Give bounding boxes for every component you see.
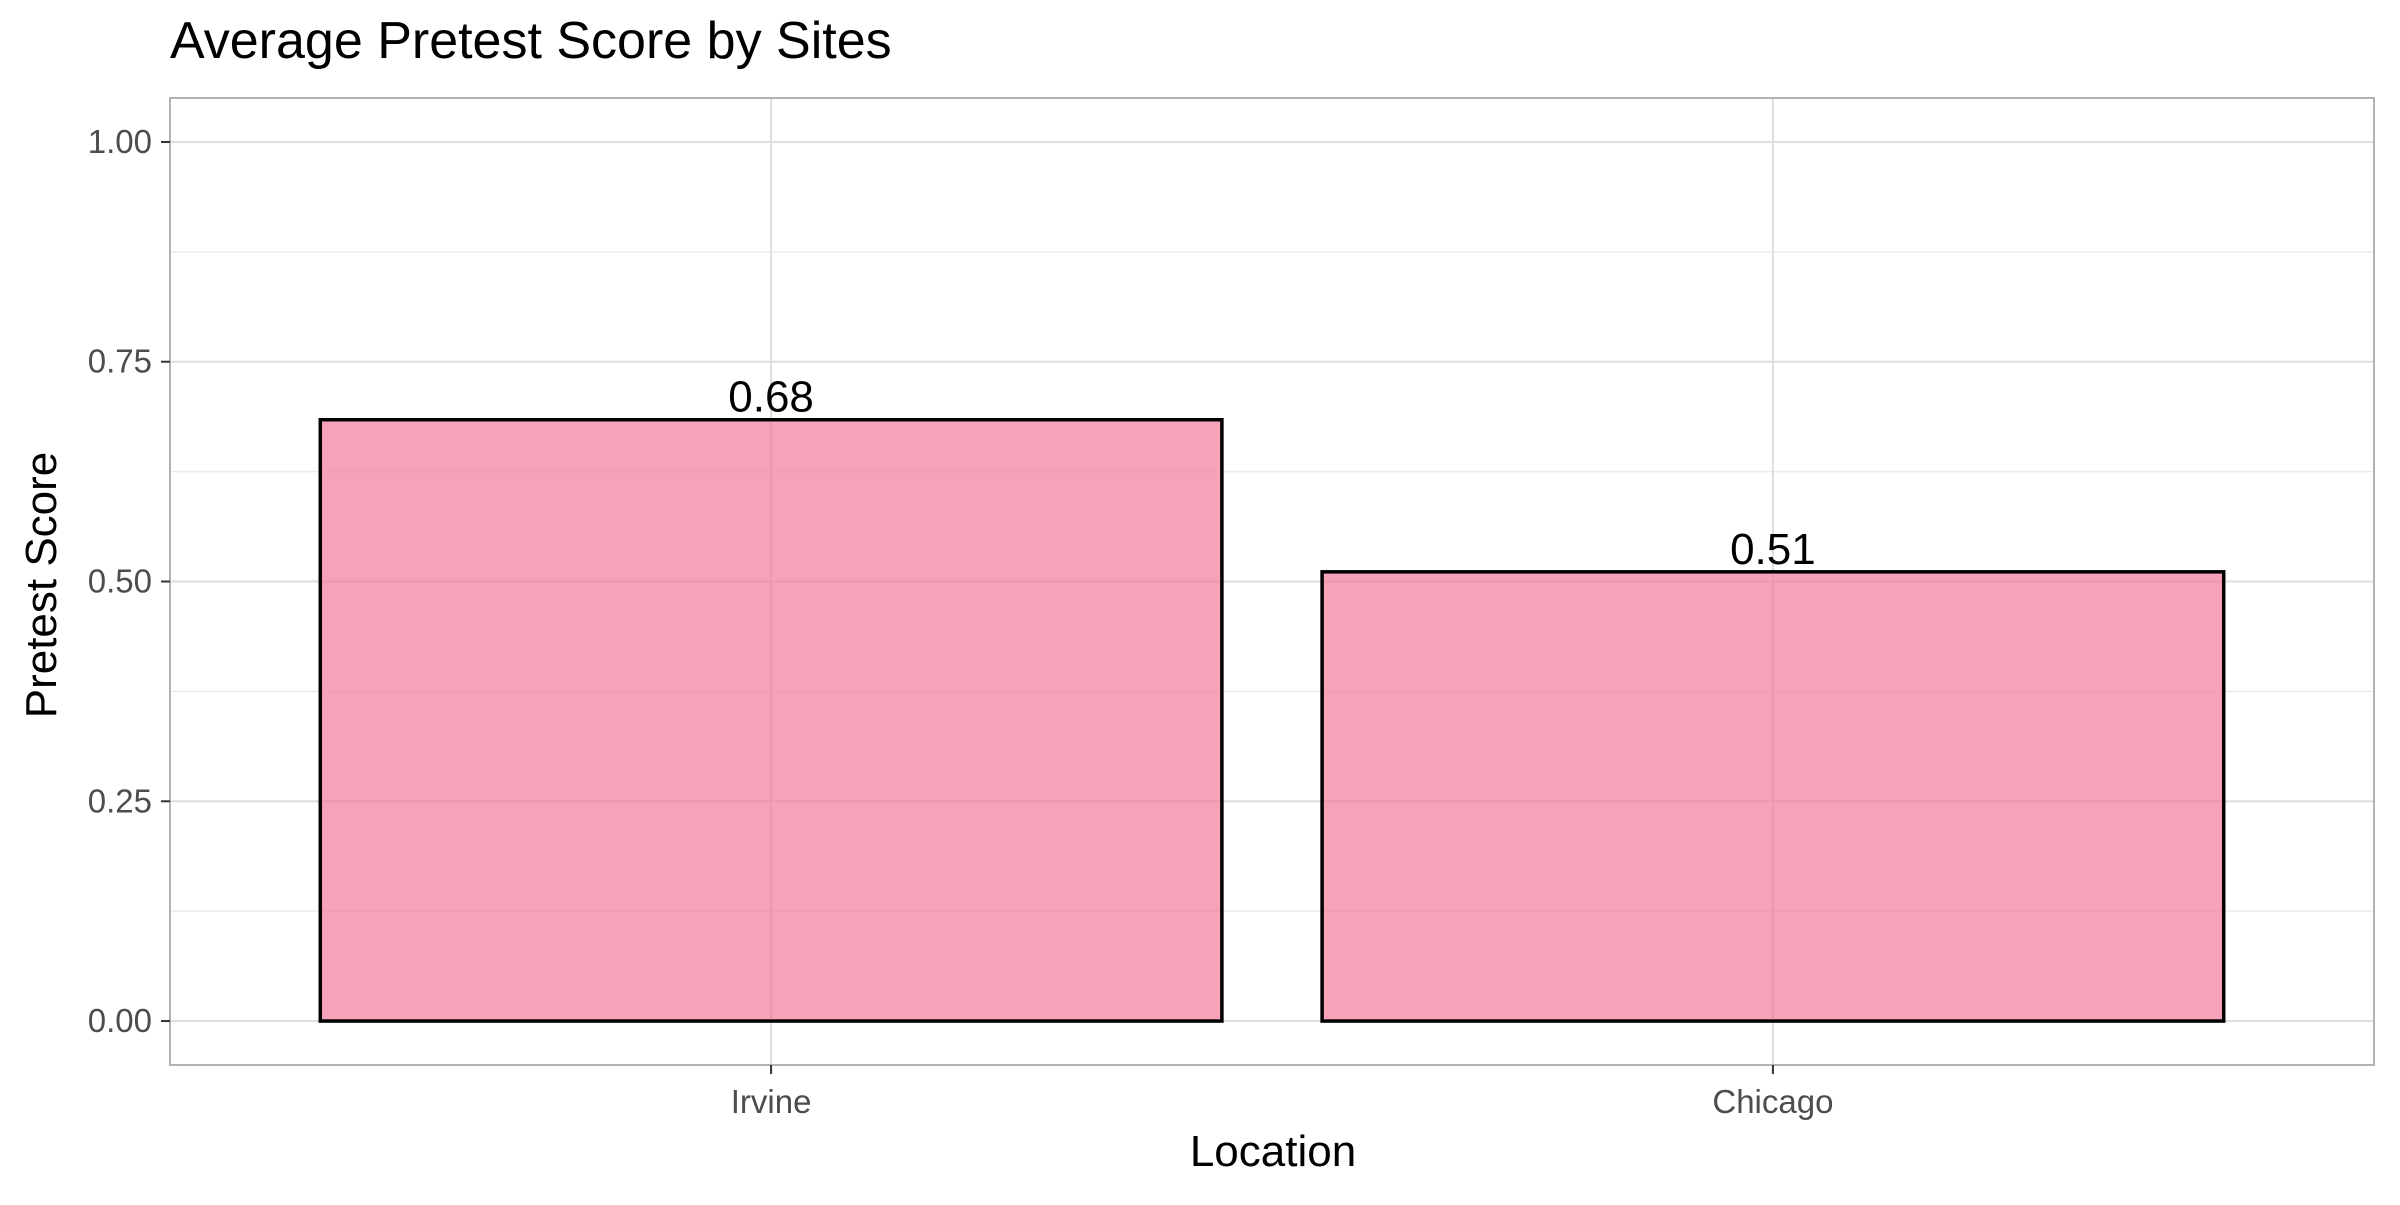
bar-chicago	[1320, 570, 2226, 1023]
y-tick-label: 0.75	[88, 343, 152, 380]
data-label: 0.51	[1730, 525, 1816, 574]
y-axis-title: Pretest Score	[17, 452, 66, 719]
data-label: 0.68	[728, 373, 814, 422]
x-tick-label: Irvine	[731, 1083, 812, 1120]
x-tick-label: Chicago	[1712, 1083, 1833, 1120]
y-tick-label: 0.50	[88, 563, 152, 600]
x-axis-title: Location	[1190, 1127, 1356, 1176]
y-tick-label: 0.00	[88, 1002, 152, 1039]
bar-irvine	[318, 417, 1224, 1023]
plot-area: 0.68 0.51 0.00 0.25 0.50 0.75 1.00 Irvine Chicag…	[88, 97, 2375, 1120]
chart-title: Average Pretest Score by Sites	[170, 12, 892, 70]
y-tick-label: 1.00	[88, 123, 152, 160]
y-tick-label: 0.25	[88, 782, 152, 819]
